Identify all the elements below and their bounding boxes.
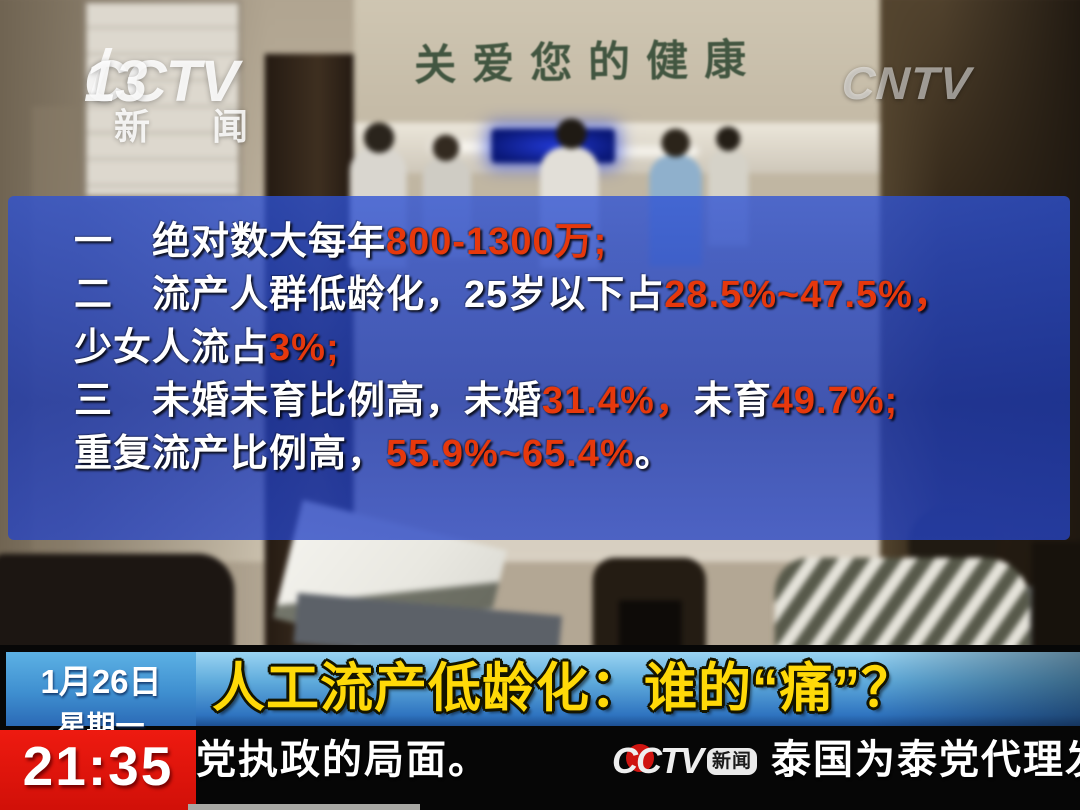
cctv13-logo-text: CCTV — [84, 49, 239, 114]
cctv13-logo-subtitle: 新 闻 — [114, 106, 275, 147]
cctv13-logo: CCTV 13 新 闻 — [84, 48, 274, 150]
stat-line-5: 重复流产比例高，55.9%~65.4%。 — [74, 428, 1046, 481]
cntv-watermark: CNTV — [840, 57, 974, 109]
cctv-news-logo: CCTV 新闻 — [610, 732, 758, 782]
stat-line-3: 少女人流占3%; — [74, 322, 1046, 375]
ticker-text-before: 党执政的局面。 — [196, 738, 490, 782]
cctv-news-logo-text: CCTV — [612, 740, 704, 781]
background-edge — [1031, 541, 1080, 655]
stat-text: 。 — [634, 433, 674, 475]
ticker-text-after: 泰国为泰党代理发 — [771, 738, 1080, 782]
person-head — [432, 134, 460, 162]
ticker-content: 党执政的局面。 CCTV 新闻 泰国为泰党代理发 — [196, 730, 1080, 788]
statistics-overlay: 一 绝对数大每年800-1300万; 二 流产人群低龄化，25岁以下占28.5%… — [8, 196, 1070, 540]
stat-text: 未育 — [693, 380, 772, 422]
cctv13-logo-number: 13 — [84, 49, 148, 114]
stat-line-1: 一 绝对数大每年800-1300万; — [74, 216, 1046, 269]
seated-person-dark — [0, 553, 235, 655]
person-head — [556, 118, 587, 149]
bottom-progress-strip — [188, 804, 420, 810]
ceiling-light — [604, 147, 698, 156]
stat-value: 3%; — [269, 327, 340, 369]
seated-person-striped-shirt — [774, 557, 1030, 655]
stat-text: 三 未婚未育比例高，未婚 — [74, 380, 543, 422]
headline-banner: 人工流产低龄化：谁的“痛”？ — [196, 652, 1080, 726]
stat-text: 一 绝对数大每年 — [74, 221, 387, 263]
time-box: 21:35 — [0, 730, 196, 810]
cctv13-logo-row: CCTV 13 — [84, 48, 274, 114]
wall-calligraphy: 关爱您的健康 — [413, 35, 763, 89]
date-box: 1月26日 星期一 — [6, 652, 196, 743]
person-head — [661, 128, 690, 158]
stat-value: 800-1300万; — [386, 221, 608, 263]
person-head — [363, 122, 395, 154]
stat-text: 二 流产人群低龄化，25岁以下占 — [74, 274, 665, 316]
cctv-news-logo-badge: 新闻 — [707, 747, 758, 775]
notice-board — [86, 3, 239, 196]
person-head — [716, 126, 741, 151]
stat-text: 少女人流占 — [74, 327, 270, 369]
headline-text: 人工流产低龄化：谁的“痛”？ — [212, 659, 915, 718]
time-text: 21:35 — [22, 735, 174, 797]
stat-value: 31.4%， — [542, 380, 694, 422]
stat-text: 重复流产比例高， — [74, 433, 387, 475]
stat-value: 55.9%~65.4% — [386, 433, 635, 475]
stat-value: 28.5%~47.5%， — [664, 274, 952, 316]
date-text: 1月26日 — [40, 663, 162, 700]
stat-line-4: 三 未婚未育比例高，未婚31.4%，未育49.7%; — [74, 375, 1046, 428]
stat-line-2: 二 流产人群低龄化，25岁以下占28.5%~47.5%， — [74, 269, 1046, 322]
news-ticker: 党执政的局面。 CCTV 新闻 泰国为泰党代理发 — [196, 730, 1080, 810]
stat-value: 49.7%; — [771, 380, 899, 422]
ceiling-light — [430, 142, 553, 151]
